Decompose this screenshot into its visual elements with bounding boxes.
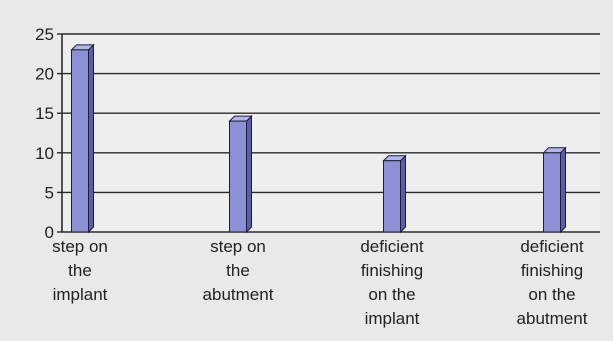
y-tick-label: 5 xyxy=(45,183,54,202)
x-category-label: finishing xyxy=(521,261,583,280)
x-category-label: step on xyxy=(52,237,108,256)
x-category-labels: step on the implant step on the abutment defic… xyxy=(52,237,588,328)
x-category-label: implant xyxy=(53,285,108,304)
y-tick-label: 20 xyxy=(35,65,54,84)
bar xyxy=(70,43,95,234)
x-category-label: abutment xyxy=(203,285,274,304)
x-category-label: finishing xyxy=(361,261,423,280)
axes xyxy=(57,33,600,233)
bar xyxy=(542,146,567,234)
x-category-label: on the xyxy=(368,285,415,304)
bars xyxy=(70,43,567,234)
x-category-label: implant xyxy=(365,309,420,328)
x-category-label: deficient xyxy=(520,237,584,256)
x-category-label: abutment xyxy=(517,309,588,328)
bar-side-face xyxy=(560,146,566,234)
bar-side-face xyxy=(246,114,252,234)
bar-front-face xyxy=(229,120,247,233)
bar xyxy=(382,154,407,234)
bar xyxy=(228,114,253,234)
x-category-label: step on xyxy=(210,237,266,256)
x-category-label: deficient xyxy=(360,237,424,256)
bar-front-face xyxy=(543,152,561,233)
grid-lines xyxy=(62,33,600,232)
bar-side-face xyxy=(400,154,406,234)
bar-front-face xyxy=(383,160,401,233)
y-tick-labels: 0 5 10 15 20 25 xyxy=(35,25,54,242)
y-tick-label: 10 xyxy=(35,144,54,163)
bar-side-face xyxy=(88,43,94,234)
y-tick-label: 15 xyxy=(35,104,54,123)
x-category-label: the xyxy=(226,261,250,280)
x-category-label: on the xyxy=(528,285,575,304)
plot-area xyxy=(62,34,600,232)
bar-front-face xyxy=(71,49,89,233)
y-tick-label: 0 xyxy=(45,223,54,242)
x-category-label: the xyxy=(68,261,92,280)
y-tick-label: 25 xyxy=(35,25,54,44)
